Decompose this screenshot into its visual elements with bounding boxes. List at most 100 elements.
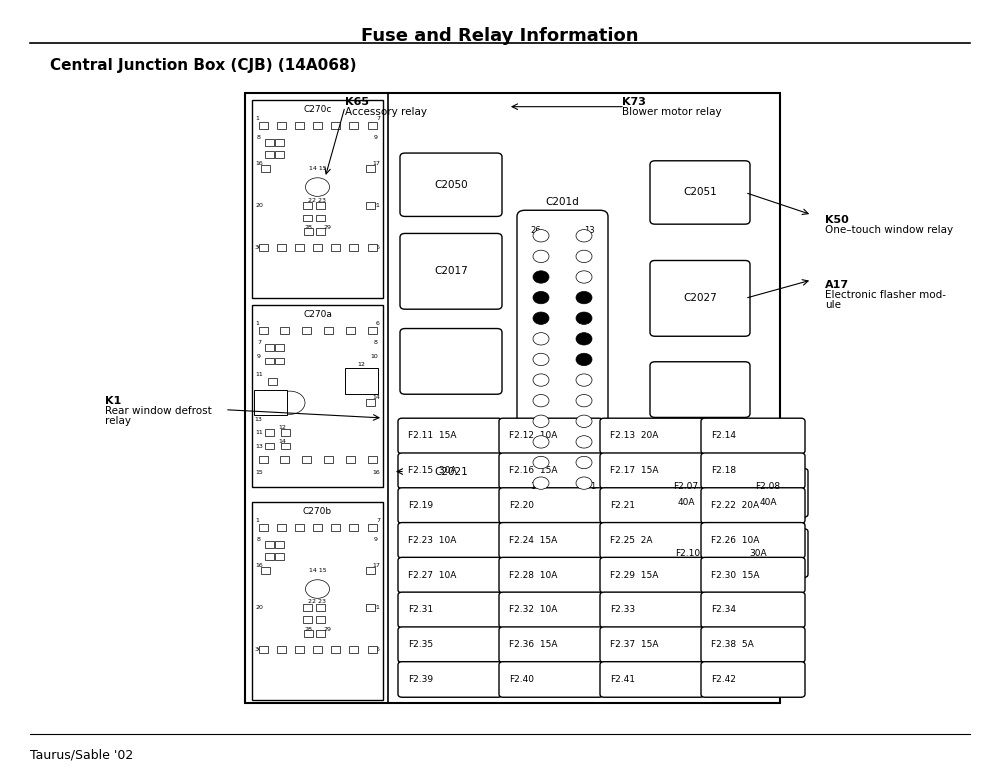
FancyBboxPatch shape	[701, 453, 805, 489]
Bar	[274, 358, 284, 365]
Text: 1: 1	[590, 482, 595, 491]
Text: C270b: C270b	[303, 507, 332, 516]
Bar	[274, 343, 284, 351]
Bar	[316, 617, 325, 624]
Bar	[313, 524, 322, 531]
Bar	[346, 457, 355, 464]
FancyBboxPatch shape	[701, 488, 805, 523]
Circle shape	[576, 374, 592, 386]
Bar	[260, 567, 270, 574]
Bar	[277, 244, 286, 251]
Text: C2027: C2027	[683, 294, 717, 303]
Text: 8: 8	[257, 135, 261, 140]
Bar	[331, 121, 340, 128]
Text: 16: 16	[372, 470, 380, 475]
Text: F2.08: F2.08	[755, 482, 781, 491]
Text: 7: 7	[376, 519, 380, 523]
Text: C2021: C2021	[434, 467, 468, 476]
Circle shape	[533, 436, 549, 448]
FancyBboxPatch shape	[600, 453, 704, 489]
Text: 28: 28	[305, 225, 312, 230]
Text: F2.21: F2.21	[610, 501, 635, 510]
Text: F2.31: F2.31	[408, 605, 433, 615]
Text: 40A: 40A	[677, 498, 695, 506]
Text: C270c: C270c	[303, 105, 332, 114]
Circle shape	[533, 415, 549, 427]
Text: 13: 13	[254, 417, 262, 422]
Bar	[264, 553, 274, 560]
FancyBboxPatch shape	[398, 592, 502, 628]
Bar	[324, 457, 333, 464]
Text: F2.12  10A: F2.12 10A	[509, 431, 557, 441]
Text: 17: 17	[372, 564, 380, 568]
Bar	[258, 121, 268, 128]
Text: Taurus/Sable '02: Taurus/Sable '02	[30, 748, 133, 761]
Text: 10: 10	[370, 354, 378, 359]
Bar	[280, 429, 290, 436]
Text: K65: K65	[345, 97, 369, 107]
FancyBboxPatch shape	[600, 418, 704, 454]
Bar	[303, 203, 312, 209]
Text: relay: relay	[105, 416, 131, 426]
Text: 22 23: 22 23	[308, 600, 326, 604]
Bar	[295, 121, 304, 128]
Bar	[316, 604, 325, 611]
Bar	[264, 541, 274, 548]
Text: 22 23: 22 23	[308, 198, 326, 203]
Text: 9: 9	[257, 354, 261, 359]
Bar	[258, 646, 268, 653]
Bar	[345, 369, 378, 394]
Text: One–touch window relay: One–touch window relay	[825, 225, 953, 235]
Bar	[349, 121, 358, 128]
FancyBboxPatch shape	[499, 627, 603, 662]
FancyBboxPatch shape	[499, 418, 603, 454]
Text: 26: 26	[530, 226, 541, 235]
Text: 17: 17	[372, 162, 380, 166]
FancyBboxPatch shape	[517, 210, 608, 505]
Text: 14: 14	[372, 396, 380, 400]
Text: 1: 1	[255, 519, 259, 523]
Text: F2.40: F2.40	[509, 675, 534, 684]
Text: F2.34: F2.34	[711, 605, 736, 615]
Text: F2.27  10A: F2.27 10A	[408, 570, 456, 580]
FancyBboxPatch shape	[701, 523, 805, 558]
FancyBboxPatch shape	[600, 523, 704, 558]
Text: Blower motor relay: Blower motor relay	[622, 107, 722, 117]
FancyBboxPatch shape	[499, 488, 603, 523]
Circle shape	[533, 456, 549, 468]
Text: F2.36  15A: F2.36 15A	[509, 640, 558, 649]
FancyBboxPatch shape	[701, 557, 805, 593]
Circle shape	[533, 271, 549, 283]
Text: 9: 9	[374, 537, 378, 542]
FancyBboxPatch shape	[400, 329, 502, 394]
Bar	[274, 541, 284, 548]
Text: A17: A17	[825, 280, 849, 290]
Bar	[258, 244, 268, 251]
Text: F2.35: F2.35	[408, 640, 433, 649]
Bar	[252, 305, 383, 487]
FancyBboxPatch shape	[600, 488, 704, 523]
Bar	[304, 631, 313, 638]
Text: 40A: 40A	[759, 498, 777, 506]
Text: C2051: C2051	[683, 188, 717, 197]
Circle shape	[576, 250, 592, 263]
Bar	[366, 203, 374, 209]
Bar	[264, 152, 274, 158]
Text: F2.28  10A: F2.28 10A	[509, 570, 557, 580]
Bar	[331, 646, 340, 653]
Bar	[368, 524, 377, 531]
Text: F2.15  30A: F2.15 30A	[408, 466, 457, 475]
Text: 16: 16	[255, 564, 263, 568]
FancyBboxPatch shape	[499, 453, 603, 489]
Text: 14: 14	[530, 482, 540, 491]
Bar	[366, 604, 374, 611]
Circle shape	[275, 391, 305, 414]
Text: C2017: C2017	[434, 267, 468, 276]
Text: C2050: C2050	[434, 180, 468, 189]
Bar	[264, 429, 274, 436]
FancyBboxPatch shape	[600, 592, 704, 628]
Text: F2.19: F2.19	[408, 501, 433, 510]
FancyBboxPatch shape	[499, 557, 603, 593]
FancyBboxPatch shape	[646, 468, 726, 517]
Text: 8: 8	[257, 537, 261, 542]
